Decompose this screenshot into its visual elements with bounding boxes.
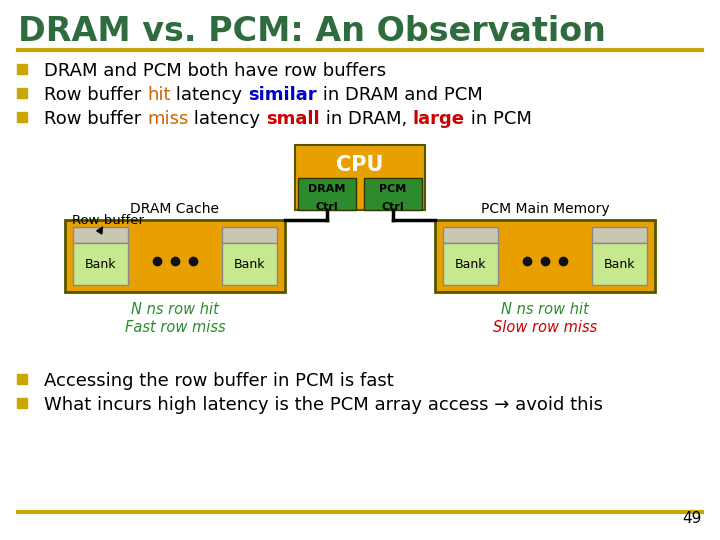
Text: Bank: Bank [455,258,486,271]
Text: large: large [413,110,464,128]
Text: PCM Main Memory: PCM Main Memory [481,202,609,216]
Text: in PCM: in PCM [464,110,531,128]
Bar [364,178,422,210]
Text: N ns row hit: N ns row hit [131,302,219,317]
Text: Fast row miss: Fast row miss [125,320,225,335]
Text: What incurs high latency is the PCM array access → avoid this: What incurs high latency is the PCM arra… [44,396,603,414]
Text: DRAM vs. PCM: An Observation: DRAM vs. PCM: An Observation [18,15,606,48]
Text: Ctrl: Ctrl [315,202,338,212]
Bar [73,243,128,285]
Text: Ctrl: Ctrl [382,202,405,212]
Bar [73,227,128,243]
Text: Bank: Bank [234,258,265,271]
Text: DRAM and PCM both have row buffers: DRAM and PCM both have row buffers [44,62,386,80]
Text: Row buffer: Row buffer [44,86,147,104]
Text: Slow row miss: Slow row miss [493,320,597,335]
Text: DRAM Cache: DRAM Cache [130,202,220,216]
Text: latency: latency [189,110,266,128]
Bar [435,220,655,292]
Text: PCM: PCM [379,184,407,194]
Text: Row buffer: Row buffer [72,213,144,226]
Bar [443,243,498,285]
Bar [65,220,285,292]
Bar [592,243,647,285]
Bar [222,227,277,243]
Bar [592,227,647,243]
Text: similar: similar [248,86,317,104]
Bar [295,145,425,210]
Text: in DRAM,: in DRAM, [320,110,413,128]
Text: 49: 49 [683,511,702,526]
Bar [298,178,356,210]
Text: Bank: Bank [604,258,635,271]
Bar [222,243,277,285]
Text: Bank: Bank [85,258,116,271]
Text: latency: latency [171,86,248,104]
Text: in DRAM and PCM: in DRAM and PCM [317,86,482,104]
Text: miss: miss [147,110,189,128]
Text: DRAM: DRAM [308,184,346,194]
Text: N ns row hit: N ns row hit [501,302,589,317]
Bar [443,227,498,243]
Text: small: small [266,110,320,128]
Text: hit: hit [147,86,171,104]
Text: CPU: CPU [336,155,384,175]
Text: Row buffer: Row buffer [44,110,147,128]
Text: Accessing the row buffer in PCM is fast: Accessing the row buffer in PCM is fast [44,372,394,390]
